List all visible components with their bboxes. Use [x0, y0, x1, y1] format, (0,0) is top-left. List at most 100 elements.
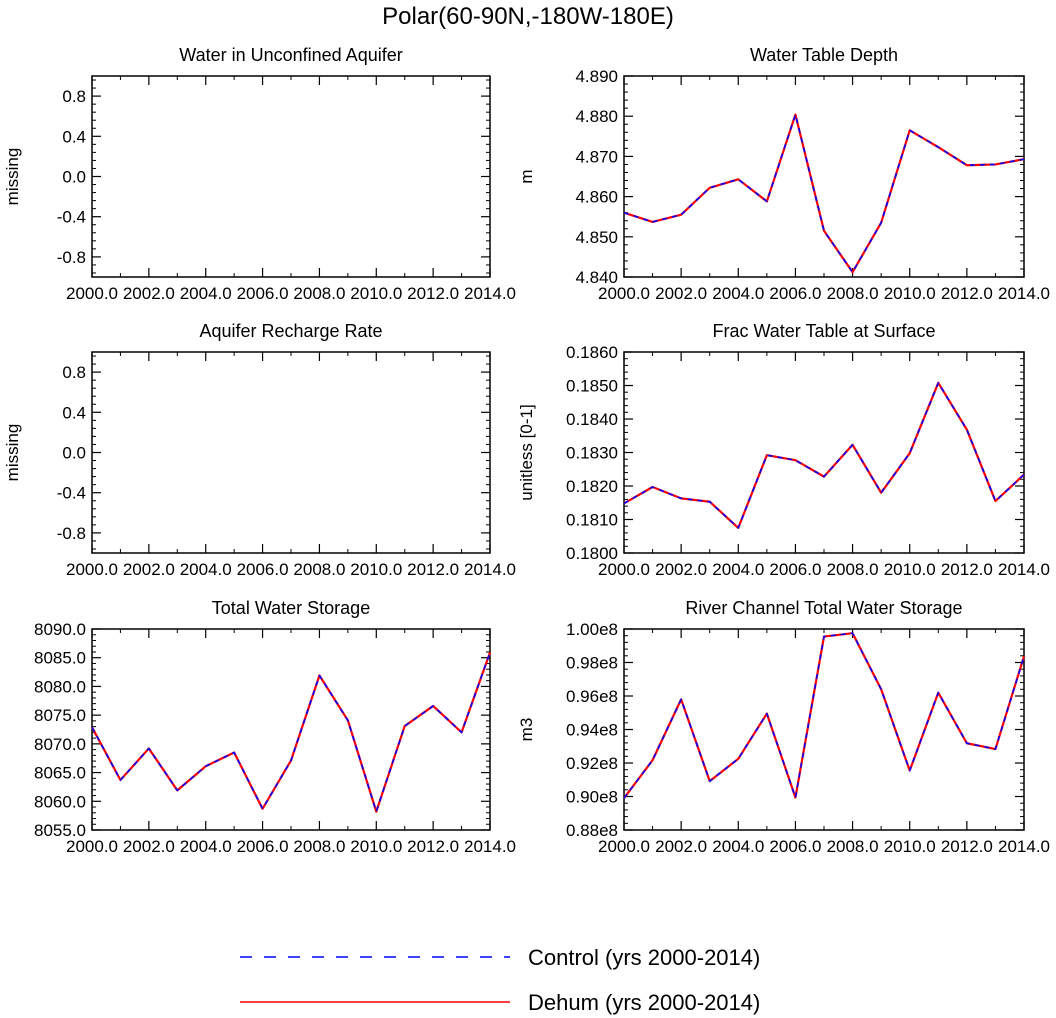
- y-tick-label: 8055.0: [34, 821, 86, 840]
- y-tick-label: 0.1850: [566, 377, 618, 396]
- x-tick-label: 2014.0: [464, 284, 516, 303]
- y-axis-label: m3: [517, 718, 536, 742]
- panel-4: Frac Water Table at Surface 2000.0 2002.0 2…: [517, 321, 1050, 579]
- panel-6: River Channel Total Water Storage 2000.0 2…: [517, 598, 1050, 856]
- panel-title: Water Table Depth: [750, 45, 898, 65]
- x-tick-label: 2004.0: [712, 837, 764, 856]
- x-tick-label: 2006.0: [769, 837, 821, 856]
- legend: Control (yrs 2000-2014) Dehum (yrs 2000-…: [240, 945, 760, 1015]
- panel-title: Water in Unconfined Aquifer: [179, 45, 402, 65]
- x-tick-label: 2006.0: [237, 837, 289, 856]
- x-tick-label: 2002.0: [655, 284, 707, 303]
- y-axis-label: unitless [0-1]: [517, 404, 536, 500]
- x-tick-label: 2004.0: [180, 560, 232, 579]
- panel-title: Aquifer Recharge Rate: [199, 321, 382, 341]
- x-tick-label: 2008.0: [827, 837, 879, 856]
- x-tick-label: 2014.0: [998, 284, 1050, 303]
- y-tick-label: 0.1810: [566, 511, 618, 530]
- series-line-control: [623, 632, 1025, 799]
- series-line-control: [623, 113, 1025, 273]
- x-tick-label: 2004.0: [712, 560, 764, 579]
- x-tick-label: 2002.0: [655, 837, 707, 856]
- x-tick-label: 2012.0: [407, 837, 459, 856]
- y-axis-label: missing: [3, 148, 22, 206]
- y-tick-label: 8075.0: [34, 706, 86, 725]
- x-tick-label: 2014.0: [464, 837, 516, 856]
- y-tick-label: 0.88e8: [566, 821, 618, 840]
- y-tick-label: 0.1860: [566, 343, 618, 362]
- x-tick-label: 2014.0: [998, 837, 1050, 856]
- x-tick-label: 2004.0: [180, 284, 232, 303]
- x-tick-label: 2012.0: [941, 837, 993, 856]
- x-tick-label: 2000.0: [598, 560, 650, 579]
- y-tick-label: 0.8: [62, 363, 86, 382]
- y-tick-label: -0.4: [57, 484, 86, 503]
- x-tick-label: 2012.0: [941, 560, 993, 579]
- x-tick-label: 2002.0: [123, 837, 175, 856]
- panel-title: River Channel Total Water Storage: [685, 598, 962, 618]
- x-tick-label: 2000.0: [598, 284, 650, 303]
- y-tick-label: 0.98e8: [566, 654, 618, 673]
- series-line-control: [623, 382, 1025, 529]
- y-axis-label: m: [517, 169, 536, 183]
- y-tick-label: 8090.0: [34, 620, 86, 639]
- panel-title: Total Water Storage: [212, 598, 370, 618]
- y-axis-label: missing: [3, 424, 22, 482]
- legend-dehum-label: Dehum (yrs 2000-2014): [528, 990, 760, 1015]
- x-tick-label: 2010.0: [350, 560, 402, 579]
- y-tick-label: 8085.0: [34, 649, 86, 668]
- x-tick-label: 2006.0: [769, 560, 821, 579]
- x-tick-label: 2012.0: [407, 560, 459, 579]
- y-tick-label: 8065.0: [34, 764, 86, 783]
- y-tick-label: 0.8: [62, 87, 86, 106]
- y-tick-label: 0.1830: [566, 444, 618, 463]
- x-tick-label: 2006.0: [769, 284, 821, 303]
- panel-3: Aquifer Recharge Rate 2000.0 2002.0 2004.0 2…: [3, 321, 516, 579]
- y-tick-label: 0.1800: [566, 544, 618, 563]
- y-tick-label: 0.94e8: [566, 721, 618, 740]
- y-tick-label: 4.850: [575, 228, 618, 247]
- y-tick-label: 4.880: [575, 107, 618, 126]
- x-tick-label: 2010.0: [884, 284, 936, 303]
- y-tick-label: 1.00e8: [566, 620, 618, 639]
- figure-title: Polar(60-90N,-180W-180E): [382, 3, 674, 30]
- y-tick-label: 8080.0: [34, 677, 86, 696]
- x-tick-label: 2004.0: [712, 284, 764, 303]
- x-tick-label: 2008.0: [293, 284, 345, 303]
- x-tick-label: 2012.0: [941, 284, 993, 303]
- x-tick-label: 2000.0: [66, 837, 118, 856]
- panel-1: Water in Unconfined Aquifer 2000.0 2002.0 2…: [3, 45, 516, 303]
- y-tick-label: 0.92e8: [566, 754, 618, 773]
- y-tick-label: 0.1840: [566, 410, 618, 429]
- x-tick-label: 2010.0: [350, 837, 402, 856]
- panels: Water in Unconfined Aquifer 2000.0 2002.0 2…: [3, 45, 1050, 856]
- x-tick-label: 2010.0: [884, 837, 936, 856]
- y-tick-label: 0.96e8: [566, 687, 618, 706]
- y-tick-label: -0.8: [57, 248, 86, 267]
- x-tick-label: 2002.0: [655, 560, 707, 579]
- y-tick-label: 4.890: [575, 67, 618, 86]
- x-tick-label: 2008.0: [827, 560, 879, 579]
- y-tick-label: 8060.0: [34, 792, 86, 811]
- y-tick-label: 0.4: [62, 403, 86, 422]
- x-tick-label: 2008.0: [827, 284, 879, 303]
- y-tick-label: 0.90e8: [566, 788, 618, 807]
- x-tick-label: 2000.0: [66, 560, 118, 579]
- y-tick-label: 0.0: [62, 444, 86, 463]
- y-tick-label: -0.8: [57, 524, 86, 543]
- y-tick-label: 4.840: [575, 268, 618, 287]
- y-tick-label: 8070.0: [34, 735, 86, 754]
- y-tick-label: -0.4: [57, 208, 86, 227]
- x-tick-label: 2010.0: [884, 560, 936, 579]
- y-tick-label: 4.870: [575, 147, 618, 166]
- x-tick-label: 2000.0: [66, 284, 118, 303]
- x-tick-label: 2010.0: [350, 284, 402, 303]
- x-tick-label: 2014.0: [998, 560, 1050, 579]
- x-tick-label: 2008.0: [293, 560, 345, 579]
- y-tick-label: 0.4: [62, 127, 86, 146]
- y-tick-label: 4.860: [575, 188, 618, 207]
- x-tick-label: 2002.0: [123, 284, 175, 303]
- panel-title: Frac Water Table at Surface: [712, 321, 935, 341]
- legend-control-label: Control (yrs 2000-2014): [528, 945, 760, 970]
